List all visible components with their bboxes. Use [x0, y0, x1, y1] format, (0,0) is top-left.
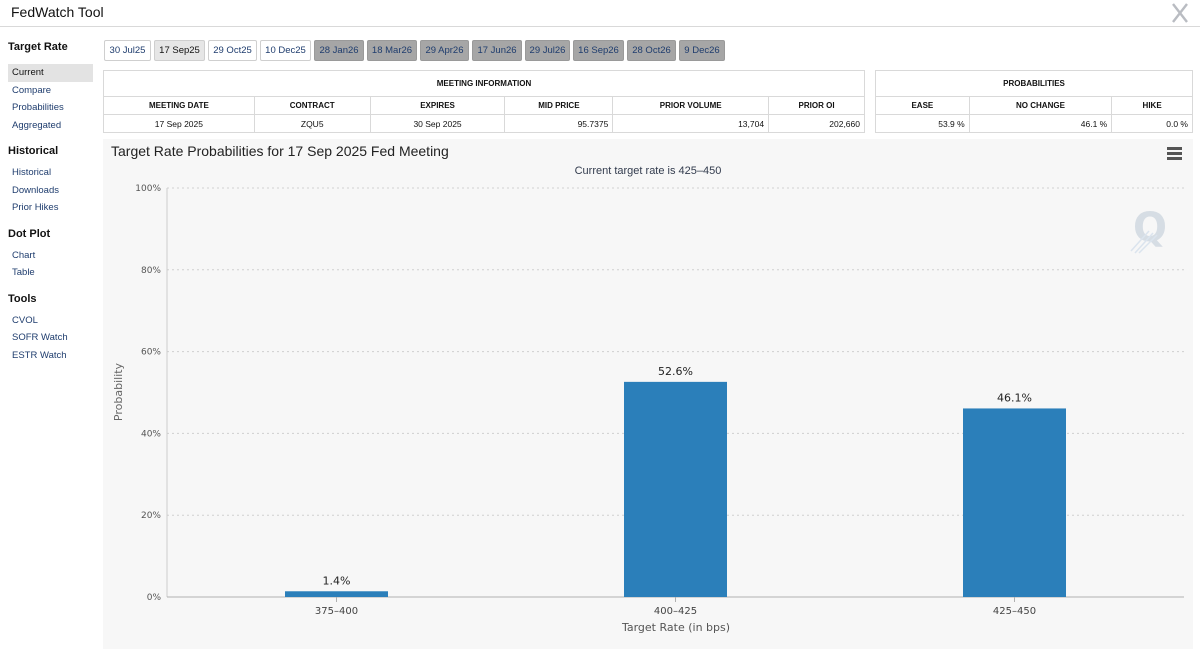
- sidebar-section-historical: Historical: [8, 145, 59, 157]
- x-tick-label: 400–425: [654, 606, 697, 617]
- probabilities-heading: PROBABILITIES: [875, 70, 1193, 97]
- sidebar-section-target-rate: Target Rate: [8, 41, 68, 53]
- no-change-value: 46.1 %: [968, 114, 1113, 133]
- tab-meeting[interactable]: 9 Dec26: [679, 40, 725, 61]
- y-axis-label: Probability: [112, 362, 125, 421]
- expires-value: 30 Sep 2025: [369, 114, 506, 133]
- sidebar-item-compare[interactable]: Compare: [12, 84, 52, 96]
- column-header: MID PRICE: [504, 96, 614, 115]
- sidebar-item-chart[interactable]: Chart: [12, 249, 36, 261]
- meeting-date-value: 17 Sep 2025: [103, 114, 255, 133]
- sidebar-item-current[interactable]: Current: [8, 64, 93, 82]
- y-tick-label: 0%: [147, 593, 162, 603]
- column-header: PRIOR OI: [768, 96, 865, 115]
- bar-value-label: 52.6%: [658, 365, 693, 378]
- sidebar-item-aggregated[interactable]: Aggregated: [12, 119, 62, 131]
- tab-meeting[interactable]: 29 Jul26: [525, 40, 570, 61]
- column-header: CONTRACT: [253, 96, 371, 115]
- prior-oi-value: 202,660: [768, 114, 865, 133]
- sidebar-item-probabilities[interactable]: Probabilities: [12, 102, 64, 113]
- x-tick-label: 425–450: [993, 606, 1036, 617]
- tab-meeting[interactable]: 17 Jun26: [472, 40, 522, 61]
- x-axis-label: Target Rate (in bps): [621, 621, 730, 634]
- chart-panel: Q 0% 20% 40% 60% 80% 100% 1.4% 52.6% 46.1% 375–…: [103, 139, 1193, 649]
- tab-meeting[interactable]: 29 Apr26: [420, 40, 469, 61]
- close-icon[interactable]: [1171, 2, 1189, 24]
- y-tick-label: 100%: [135, 184, 161, 194]
- chart-subtitle: Current target rate is 425–450: [574, 165, 722, 177]
- column-header: EXPIRES: [369, 96, 506, 115]
- column-header: NO CHANGE: [968, 96, 1113, 115]
- sidebar-item-prior-hikes[interactable]: Prior Hikes: [12, 202, 59, 213]
- bar: [963, 408, 1066, 597]
- meeting-info-heading: MEETING INFORMATION: [103, 70, 865, 97]
- y-tick-label: 80%: [141, 266, 161, 276]
- sidebar-item-estr-watch[interactable]: ESTR Watch: [12, 349, 67, 361]
- tab-meeting[interactable]: 28 Jan26: [314, 40, 364, 61]
- tab-meeting[interactable]: 18 Mar26: [367, 40, 417, 61]
- y-tick-label: 40%: [141, 429, 161, 439]
- tab-meeting[interactable]: 28 Oct26: [627, 40, 676, 61]
- tab-meeting[interactable]: 29 Oct25: [208, 40, 257, 61]
- hike-value: 0.0 %: [1111, 114, 1193, 133]
- y-tick-label: 20%: [141, 511, 161, 521]
- sidebar-item-historical[interactable]: Historical: [12, 167, 52, 178]
- sidebar-item-sofr-watch[interactable]: SOFR Watch: [12, 332, 68, 343]
- sidebar-item-cvol[interactable]: CVOL: [12, 314, 38, 326]
- contract-value: ZQU5: [253, 114, 371, 133]
- hamburger-menu-icon[interactable]: [1167, 147, 1182, 160]
- column-header: MEETING DATE: [103, 96, 255, 115]
- sidebar-item-table[interactable]: Table: [12, 267, 35, 278]
- column-header: EASE: [875, 96, 970, 115]
- sidebar-item-downloads[interactable]: Downloads: [12, 184, 59, 196]
- x-tick-label: 375–400: [315, 606, 358, 617]
- tab-meeting[interactable]: 30 Jul25: [104, 40, 151, 61]
- title-bar: FedWatch Tool: [0, 0, 1200, 27]
- meeting-info-table: MEETING INFORMATION MEETING DATE CONTRAC…: [103, 70, 865, 133]
- bar-value-label: 46.1%: [997, 391, 1032, 404]
- prior-volume-value: 13,704: [612, 114, 770, 133]
- y-tick-label: 60%: [141, 348, 161, 358]
- tab-meeting[interactable]: 16 Sep26: [573, 40, 624, 61]
- cme-q-logo: Q: [1130, 205, 1167, 254]
- sidebar-section-tools: Tools: [8, 292, 37, 305]
- bar-chart: Q 0% 20% 40% 60% 80% 100% 1.4% 52.6% 46.1% 375–…: [112, 184, 1184, 634]
- column-header: HIKE: [1111, 96, 1193, 115]
- bar: [285, 591, 388, 597]
- bar: [624, 381, 727, 597]
- sidebar: Target Rate Current Compare Probabilitie…: [0, 38, 100, 364]
- bar-value-label: 1.4%: [323, 574, 351, 587]
- mid-price-value: 95.7375: [504, 114, 614, 133]
- app-title: FedWatch Tool: [11, 4, 104, 20]
- tab-meeting[interactable]: 17 Sep25: [154, 40, 205, 61]
- tab-meeting[interactable]: 10 Dec25: [260, 40, 311, 61]
- sidebar-section-dot-plot: Dot Plot: [8, 227, 51, 240]
- ease-value: 53.9 %: [875, 114, 970, 133]
- probabilities-table: PROBABILITIES EASE NO CHANGE HIKE 53.9 %…: [875, 70, 1193, 133]
- column-header: PRIOR VOLUME: [612, 96, 770, 115]
- chart-title: Target Rate Probabilities for 17 Sep 202…: [111, 143, 449, 159]
